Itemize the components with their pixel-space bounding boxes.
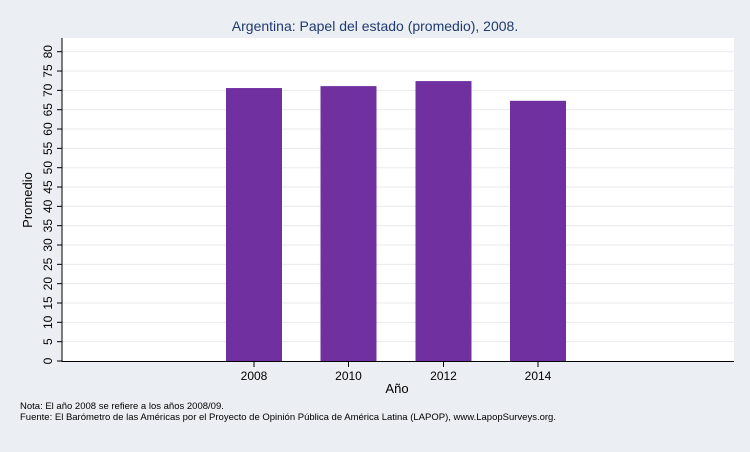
y-axis-ticks: 0 5 10 15 20 25 30 35 40 45 50 55 60 65 70 75 80	[41, 45, 62, 364]
y-tick-label: 60	[41, 122, 55, 136]
bar-2014	[510, 100, 566, 361]
y-tick-label: 50	[41, 161, 55, 175]
y-tick-label: 35	[41, 219, 55, 233]
bar-2012	[415, 81, 472, 361]
x-tick-label: 2012	[430, 369, 457, 383]
y-tick-label: 80	[41, 45, 55, 59]
y-tick-label: 20	[41, 277, 55, 291]
y-tick-label: 70	[41, 83, 55, 97]
x-tick-label: 2010	[335, 369, 362, 383]
x-tick-label: 2008	[241, 369, 268, 383]
bar-2008	[226, 88, 282, 361]
y-tick-label: 30	[41, 238, 55, 252]
y-tick-label: 40	[41, 199, 55, 213]
bars	[226, 81, 566, 362]
notes: Nota: El año 2008 se refiere a los años …	[20, 401, 556, 423]
y-tick-label: 55	[41, 141, 55, 155]
chart-title: Argentina: Papel del estado (promedio), …	[232, 18, 518, 34]
y-tick-label: 0	[41, 357, 55, 364]
y-tick-label: 75	[41, 64, 55, 78]
gridlines	[62, 51, 734, 343]
x-axis-label: Año	[385, 381, 408, 396]
y-tick-label: 25	[41, 257, 55, 271]
bar-2010	[320, 86, 377, 362]
note-text: Nota: El año 2008 se refiere a los años …	[20, 401, 224, 412]
y-tick-label: 5	[41, 338, 55, 345]
plot-background	[62, 38, 734, 362]
x-tick-label: 2014	[525, 369, 552, 383]
y-tick-label: 10	[41, 315, 55, 329]
y-tick-label: 45	[41, 180, 55, 194]
source-text: Fuente: El Barómetro de las Américas por…	[20, 412, 556, 423]
y-axis-label: Promedio	[20, 172, 35, 228]
y-tick-label: 15	[41, 296, 55, 310]
y-tick-label: 65	[41, 103, 55, 117]
x-axis-ticks: 2008 2010 2012 2014	[241, 362, 552, 383]
